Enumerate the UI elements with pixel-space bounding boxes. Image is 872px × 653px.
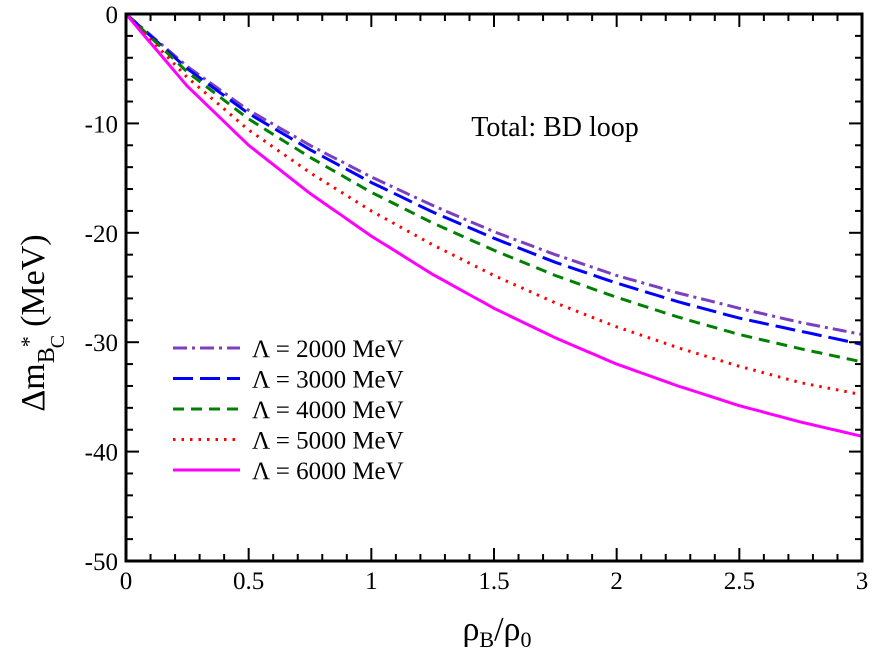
y-tick-label: 0 bbox=[106, 2, 119, 29]
y-label-sub: B bbox=[34, 347, 60, 363]
x-tick-label: 3 bbox=[856, 568, 869, 595]
legend-label-4: Λ = 5000 MeV bbox=[252, 428, 404, 455]
y-tick-label: -50 bbox=[85, 549, 118, 576]
legend-label-1: Λ = 2000 MeV bbox=[252, 336, 404, 363]
y-tick-label: -20 bbox=[85, 221, 118, 248]
x-tick-label: 2 bbox=[610, 568, 623, 595]
x-axis-label: ρB/ρ0 bbox=[462, 611, 531, 652]
line-chart: 0 0.5 1 1.5 2 2.5 3 0 -10 -20 -30 -40 -50 Total: BD … bbox=[0, 0, 872, 653]
legend: Λ = 2000 MeV Λ = 3000 MeV Λ = 4000 MeV Λ = … bbox=[173, 336, 404, 485]
series-layer bbox=[126, 14, 862, 436]
y-axis-label: ΔmB* C (MeV) bbox=[15, 234, 69, 411]
x-label-separator: /ρ bbox=[494, 611, 520, 648]
x-tick-label: 1.5 bbox=[478, 568, 509, 595]
legend-label-5: Λ = 6000 MeV bbox=[252, 458, 404, 485]
series-line-1 bbox=[126, 14, 862, 335]
chart-annotation: Total: BD loop bbox=[471, 112, 639, 143]
y-label-suffix: (MeV) bbox=[15, 234, 52, 327]
y-label-prefix: Δm bbox=[15, 363, 52, 411]
x-label-main: ρ bbox=[462, 611, 479, 648]
y-tick-label: -10 bbox=[85, 111, 118, 138]
y-label-subsub: C bbox=[47, 335, 69, 348]
series-line-5 bbox=[126, 14, 862, 436]
y-tick-label: -30 bbox=[85, 330, 118, 357]
x-label-sub-b: B bbox=[479, 627, 494, 652]
x-tick-label: 1 bbox=[365, 568, 378, 595]
y-tick-label: -40 bbox=[85, 440, 118, 467]
x-tick-label: 0.5 bbox=[233, 568, 264, 595]
plot-frame bbox=[126, 14, 862, 561]
x-label-sub-0: 0 bbox=[521, 627, 532, 652]
legend-label-3: Λ = 4000 MeV bbox=[252, 397, 404, 424]
series-line-2 bbox=[126, 14, 862, 344]
y-label-sup: * bbox=[16, 336, 41, 347]
legend-label-2: Λ = 3000 MeV bbox=[252, 367, 404, 394]
x-tick-label: 2.5 bbox=[724, 568, 755, 595]
x-tick-label: 0 bbox=[120, 568, 133, 595]
